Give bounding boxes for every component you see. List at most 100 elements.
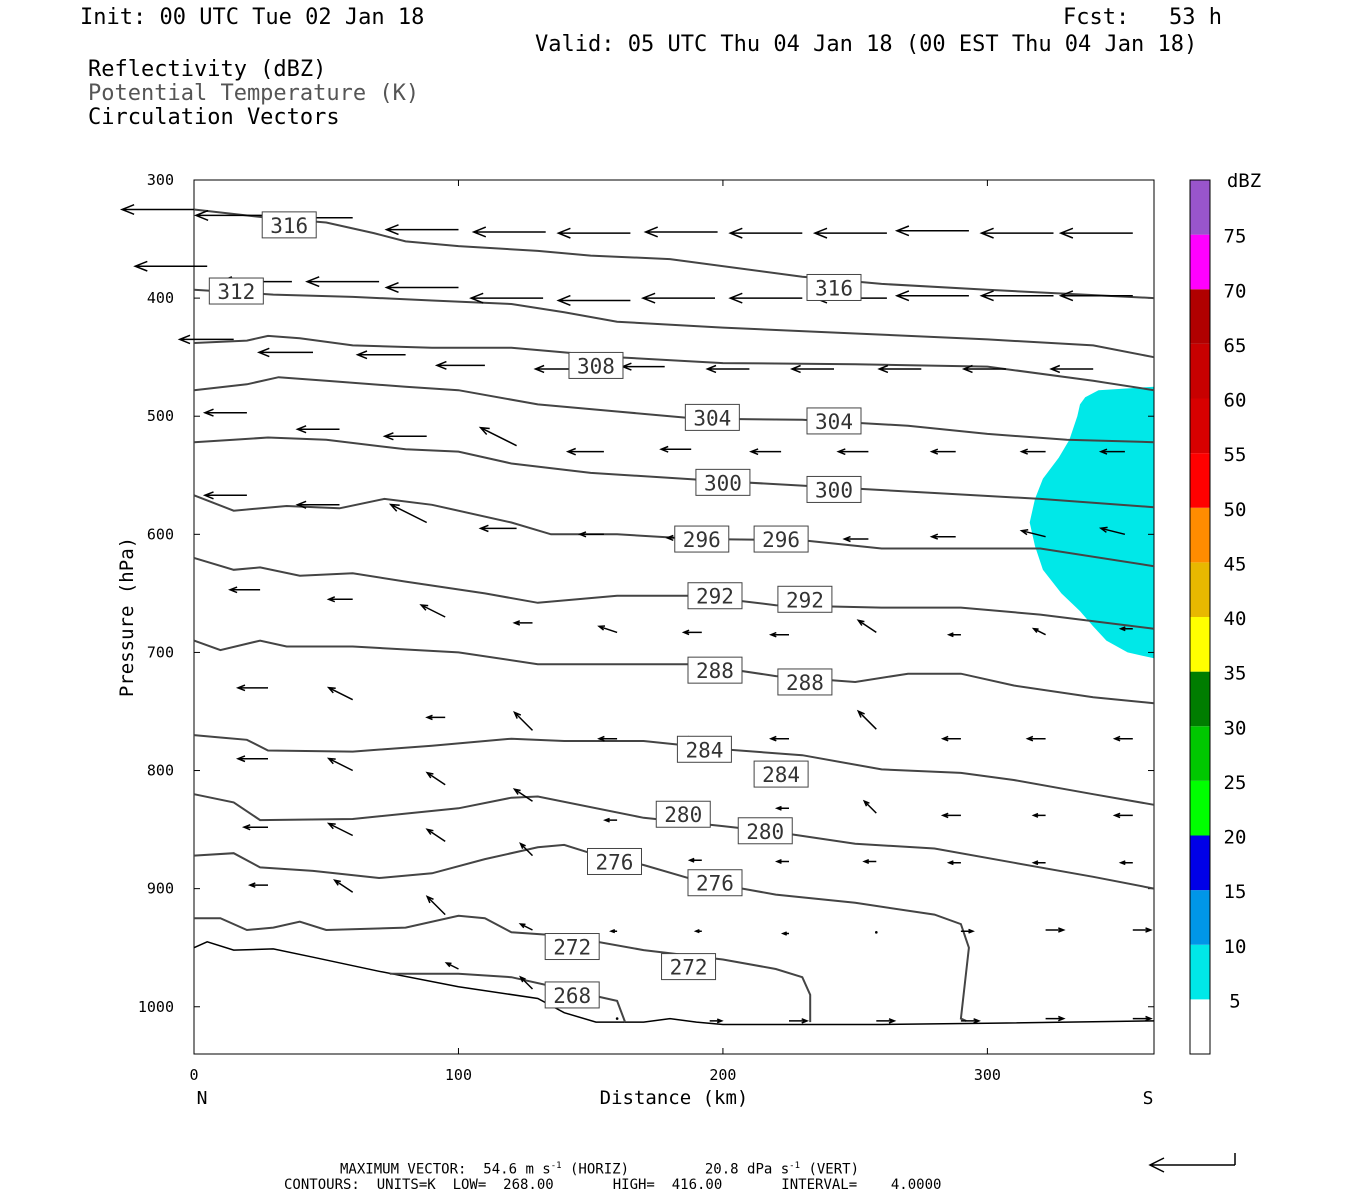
contour-label: 284 (685, 738, 723, 762)
theta-contour-280 (193, 793, 1155, 890)
x-tick-label: 100 (445, 1066, 472, 1084)
y-axis-title: Pressure (hPa) (116, 537, 138, 697)
circulation-vector (1058, 227, 1133, 239)
circulation-vector (862, 799, 877, 814)
circulation-vector (693, 929, 702, 934)
colorbar-segment (1190, 398, 1210, 454)
max-vector-label: MAXIMUM VECTOR: (340, 1161, 467, 1178)
circulation-vector (768, 631, 789, 638)
circulation-vector (384, 224, 459, 236)
colorbar-segment (1190, 180, 1210, 235)
circulation-vector (469, 292, 544, 304)
reflectivity-5dbz-region (1029, 386, 1154, 659)
north-end-label: N (197, 1088, 208, 1109)
reference-vector-icon (1148, 1153, 1236, 1173)
contour-label: 288 (786, 671, 824, 695)
contour-label: 300 (704, 471, 742, 495)
max-vector-vert: 20.8 dPa s (704, 1161, 790, 1178)
circulation-vector (876, 1018, 897, 1024)
plot-frame (193, 179, 1155, 1055)
colorbar-label: 15 (1224, 881, 1247, 903)
colorbar-below-5-segment (1190, 999, 1210, 1054)
contour-label-box (661, 953, 717, 981)
contour-label-box (684, 403, 740, 431)
contour-label-box (687, 656, 743, 684)
circulation-vector (774, 859, 789, 864)
colorbar-label: 5 (1229, 990, 1240, 1012)
circulation-vector (235, 684, 268, 692)
colorbar-label: 75 (1224, 226, 1247, 248)
circulation-vector (728, 292, 803, 304)
field-potential-temperature: Potential Temperature (K) (88, 81, 420, 106)
circulation-vector (519, 975, 534, 990)
y-tick-label: 600 (147, 525, 174, 543)
circulation-vector (1025, 735, 1046, 742)
y-tick-label: 900 (147, 880, 174, 898)
circulation-vector (295, 425, 340, 434)
circulation-vector (388, 503, 428, 524)
circulation-vector (603, 817, 618, 823)
theta-contour-292 (193, 556, 1155, 630)
circulation-vector (877, 364, 922, 374)
circulation-vector (1031, 812, 1046, 818)
circulation-vector (769, 735, 789, 742)
circulation-vector (780, 931, 789, 936)
contour-label-box (676, 735, 732, 763)
circulation-vector (681, 629, 702, 636)
theta-contour-300 (193, 436, 1155, 509)
colorbar-label: 55 (1224, 444, 1247, 466)
circulation-vector (565, 447, 604, 456)
circulation-vector (518, 923, 533, 931)
y-tick-label: 1000 (138, 998, 174, 1016)
circulation-vector (513, 710, 534, 731)
circulation-vector (940, 735, 961, 742)
contour-label-box (687, 582, 743, 610)
surface-line (193, 940, 1155, 1026)
contour-label: 268 (553, 984, 591, 1008)
colorbar-segment (1190, 835, 1210, 891)
circulation-vector (471, 226, 546, 238)
contour-label: 276 (696, 872, 734, 896)
circulation-vector (444, 962, 459, 970)
contour-label: 276 (596, 850, 634, 874)
colorbar-unit: dBZ (1227, 170, 1261, 192)
theta-contour-296 (193, 494, 1155, 568)
circulation-vector (1045, 927, 1066, 933)
circulation-vector (609, 929, 618, 934)
circulation-vector (615, 1017, 619, 1020)
circulation-vector (295, 500, 340, 509)
theta-contour-316 (193, 208, 1155, 300)
colorbar-segment (1190, 289, 1210, 344)
horiz-suffix: (HORIZ) (561, 1161, 630, 1178)
circulation-vector (382, 432, 427, 441)
theta-contour-308 (193, 334, 1155, 392)
circulation-vector (709, 1018, 724, 1024)
circulation-vector (749, 448, 782, 456)
x-axis-title: Distance (km) (600, 1087, 749, 1109)
circulation-vector (856, 709, 877, 730)
contour-label-box (777, 585, 833, 613)
circulation-vector (1098, 448, 1125, 455)
contours-info: CONTOURS: UNITS=K LOW= 268.00 HIGH= 416.… (284, 1177, 942, 1193)
circulation-vector (960, 1018, 981, 1024)
circulation-vector (1132, 1015, 1153, 1022)
theta-contour-268 (389, 972, 627, 1023)
circulation-vector (1058, 290, 1133, 302)
contour-label-box (777, 668, 833, 696)
colorbar-segment (1190, 671, 1210, 727)
contour-label-box (753, 760, 809, 788)
circulation-vector (728, 227, 803, 239)
circulation-vector (425, 771, 446, 786)
colorbar-label: 45 (1224, 553, 1247, 575)
circulation-vector (355, 350, 406, 360)
circulation-vector (1019, 529, 1046, 538)
circulation-vector (419, 604, 446, 618)
colorbar-label: 65 (1224, 335, 1247, 357)
x-tick-label: 0 (189, 1066, 198, 1084)
contour-label: 284 (762, 763, 800, 787)
valid-time: Valid: 05 UTC Thu 04 Jan 18 (00 EST Thu … (535, 32, 1198, 57)
circulation-vector (979, 290, 1054, 302)
circulation-vector (774, 805, 789, 811)
circulation-vector (333, 879, 354, 893)
circulation-vector (812, 227, 887, 239)
